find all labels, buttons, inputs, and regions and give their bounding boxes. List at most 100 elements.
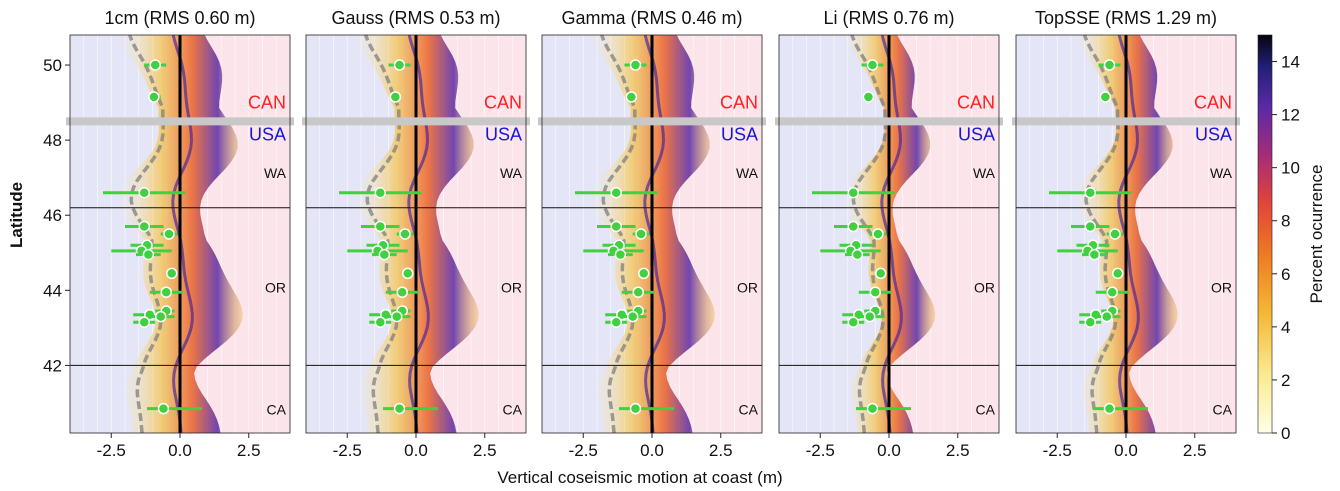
observation-point [1103,59,1116,71]
observation-point [374,186,386,199]
can-label: CAN [1194,93,1232,113]
y-tick-label: 42 [43,356,62,375]
y-tick-label: 46 [43,206,62,225]
colorbar-scale [1257,34,1273,434]
colorbar-tick-label: 10 [1281,159,1300,178]
observation-point [847,220,859,233]
observation-point [166,267,178,280]
can-label: CAN [248,93,286,113]
panel-title: Gauss (RMS 0.53 m) [331,8,500,28]
border-divider [302,117,530,126]
observation-point [163,228,175,240]
observation-point [632,286,644,298]
colorbar-tick-label: 14 [1281,53,1300,72]
observation-point [862,91,875,103]
x-tick-label: 2.5 [946,441,970,460]
observation-point [393,59,406,71]
observation-point [393,402,406,415]
observation-point [1084,186,1096,199]
observation-point [864,310,876,323]
wa-label: WA [500,165,523,181]
or-label: OR [737,280,758,296]
y-tick-label: 44 [43,281,62,300]
ca-label: CA [976,402,996,418]
observation-point [396,286,408,298]
border-divider [775,117,1003,126]
observation-point [160,286,172,298]
observation-point [1084,316,1096,328]
observation-point [614,248,627,261]
x-axis-label: Vertical coseismic motion at coast (m) [497,468,782,487]
colorbar-tick-label: 2 [1281,371,1290,390]
observation-point [402,267,414,280]
border-divider [538,117,766,126]
observation-point [847,316,859,328]
x-tick-label: 0.0 [640,441,664,460]
colorbar-label: Percent ocurrence [1307,165,1326,304]
y-tick-label: 48 [43,131,62,150]
observation-point [872,228,884,240]
observation-point [847,186,859,199]
can-label: CAN [957,93,995,113]
observation-point [1099,91,1112,103]
observation-point [138,316,150,328]
x-tick-label: 0.0 [877,441,901,460]
observation-point [627,310,639,323]
panel-5: CAN USA WA OR CA TopSSE (RMS 1.29 m) -2.5 0.0 2.… [1012,8,1240,460]
x-tick-label: 0.0 [1114,441,1138,460]
observation-point [391,310,403,323]
observation-point [374,220,386,233]
observation-point [1088,248,1101,261]
observation-point [148,91,160,103]
wa-label: WA [736,165,759,181]
observation-point [875,267,887,280]
or-label: OR [1211,280,1232,296]
x-tick-label: -2.5 [333,441,362,460]
x-tick-label: -2.5 [806,441,835,460]
colorbar-tick-label: 6 [1281,265,1290,284]
panel-4: CAN USA WA OR CA Li (RMS 0.76 m) -2.5 0.0 2.5 [775,8,1003,460]
observation-point [629,402,642,415]
panels: CAN USA WA OR CA 1cm (RMS 0.60 m) -2.5 0.0 2.5 42… [43,8,1240,460]
observation-point [399,228,411,240]
usa-label: USA [958,125,995,145]
or-label: OR [265,280,286,296]
colorbar-tick-label: 12 [1281,106,1300,125]
observation-point [374,316,386,328]
observation-point [389,91,402,103]
observation-point [157,402,170,415]
observation-point [378,248,391,261]
x-tick-label: 2.5 [237,441,261,460]
observation-point [149,59,161,71]
usa-label: USA [485,125,522,145]
observation-point [138,220,150,233]
observation-point [610,186,622,199]
panel-1: CAN USA WA OR CA 1cm (RMS 0.60 m) -2.5 0.0 2.5 42… [43,8,294,460]
observation-point [142,248,155,261]
usa-label: USA [249,125,286,145]
observation-point [625,91,638,103]
can-label: CAN [484,93,522,113]
ca-label: CA [267,402,287,418]
usa-label: USA [1195,125,1232,145]
observation-point [155,310,167,323]
panel-title: TopSSE (RMS 1.29 m) [1035,8,1217,28]
x-tick-label: -2.5 [1043,441,1072,460]
x-tick-label: 2.5 [709,441,733,460]
or-label: OR [501,280,522,296]
observation-point [635,228,647,240]
panel-title: 1cm (RMS 0.60 m) [104,8,255,28]
colorbar-tick-label: 8 [1281,212,1290,231]
x-tick-label: -2.5 [569,441,598,460]
y-axis-label: Latitude [7,182,26,248]
observation-point [629,59,642,71]
x-tick-label: 0.0 [404,441,428,460]
occurrence-bound [1082,34,1120,434]
x-tick-label: -2.5 [97,441,126,460]
x-tick-label: 2.5 [1183,441,1207,460]
observation-point [1084,220,1096,233]
observation-point [866,59,879,71]
usa-label: USA [721,125,758,145]
observation-point [610,220,622,233]
